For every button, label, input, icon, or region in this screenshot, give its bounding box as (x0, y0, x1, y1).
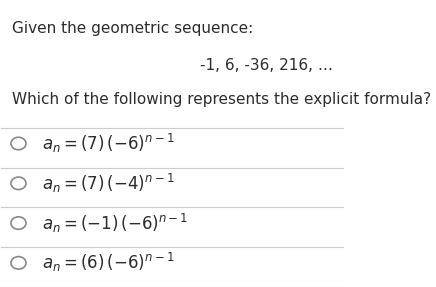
Text: $a_n = (7)\,(-4)^{n-1}$: $a_n = (7)\,(-4)^{n-1}$ (42, 172, 175, 195)
Text: $a_n = (7)\,(-6)^{n-1}$: $a_n = (7)\,(-6)^{n-1}$ (42, 132, 175, 155)
Text: $a_n = (-1)\,(-6)^{n-1}$: $a_n = (-1)\,(-6)^{n-1}$ (42, 212, 189, 235)
Text: Which of the following represents the explicit formula?: Which of the following represents the ex… (12, 92, 431, 107)
Text: $a_n = (6)\,(-6)^{n-1}$: $a_n = (6)\,(-6)^{n-1}$ (42, 251, 175, 274)
Text: Given the geometric sequence:: Given the geometric sequence: (12, 21, 253, 36)
Text: -1, 6, -36, 216, …: -1, 6, -36, 216, … (200, 58, 333, 73)
